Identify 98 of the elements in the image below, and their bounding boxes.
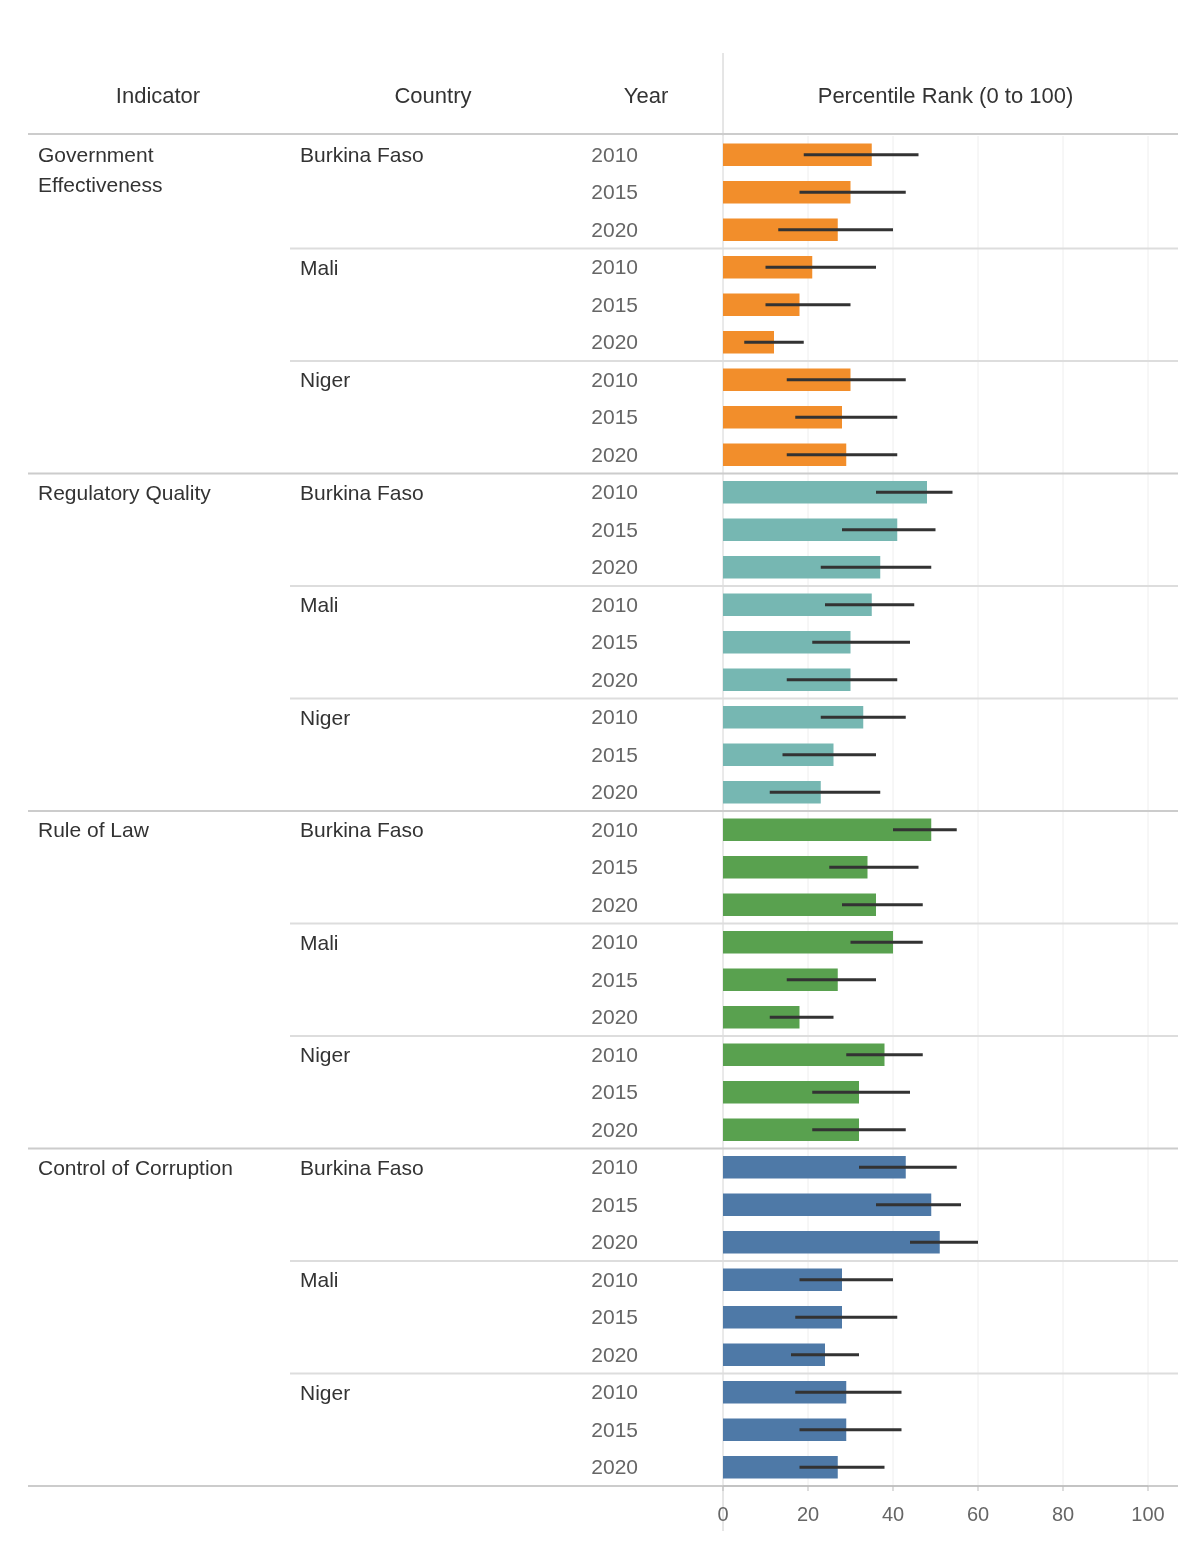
bar — [723, 293, 800, 316]
bar — [723, 593, 872, 616]
bar — [723, 1156, 906, 1179]
bar — [723, 218, 838, 241]
bar — [723, 1081, 859, 1104]
text: Mali — [300, 593, 339, 616]
text: Control of Corruption — [38, 1155, 233, 1179]
text: Mali — [300, 255, 339, 279]
bar — [723, 668, 851, 691]
bar — [723, 781, 821, 804]
bar — [723, 556, 881, 579]
y-tick-label: 2015 — [591, 1192, 638, 1216]
bar — [723, 1456, 838, 1479]
bar — [723, 1343, 825, 1366]
y-tick-label: 2015 — [591, 1417, 638, 1441]
y-tick-label: 2015 — [591, 405, 638, 429]
y-tick-label: 2020 — [591, 780, 638, 804]
text: Country — [394, 83, 472, 108]
y-tick-label: 2015 — [591, 630, 638, 654]
y-tick-label: 2020 — [591, 442, 638, 466]
text: Regulatory Quality — [38, 480, 212, 504]
bar — [723, 443, 847, 466]
text: Niger — [300, 1380, 351, 1404]
y-tick-label: 2015 — [591, 1305, 638, 1329]
text: Indicator — [115, 83, 201, 108]
x-tick-label: 40 — [881, 1503, 905, 1525]
bar — [723, 1118, 859, 1141]
y-tick-label: 2020 — [591, 667, 638, 691]
y-tick-label: 2020 — [591, 1455, 638, 1479]
y-tick-label: 2020 — [591, 892, 638, 916]
bar — [723, 1418, 847, 1441]
bar — [723, 743, 834, 766]
text: Burkina Faso — [300, 143, 424, 166]
y-tick-label: 2010 — [591, 480, 638, 504]
text: Niger — [300, 705, 351, 729]
y-tick-label: 2010 — [591, 142, 638, 166]
bar — [723, 143, 872, 166]
y-tick-label: 2015 — [591, 517, 638, 541]
y-tick-label: 2015 — [591, 742, 638, 766]
x-axis-title: Percentile Rank (0 to 100) — [817, 83, 1074, 108]
bar — [723, 1193, 932, 1216]
bar — [723, 406, 842, 429]
y-tick-label: 2015 — [591, 855, 638, 879]
bar — [723, 706, 864, 729]
bar — [723, 481, 927, 504]
y-tick-label: 2020 — [591, 555, 638, 579]
y-tick-label: 2020 — [591, 1005, 638, 1029]
y-tick-label: 2010 — [591, 1267, 638, 1291]
y-tick-label: 2020 — [591, 1230, 638, 1254]
y-tick-label: 2015 — [591, 292, 638, 316]
y-tick-label: 2010 — [591, 1042, 638, 1066]
bar — [723, 818, 932, 841]
bar — [723, 1306, 842, 1329]
y-tick-label: 2010 — [591, 1380, 638, 1404]
text: Government Effectiveness — [38, 143, 163, 196]
x-tick-label: 80 — [1051, 1503, 1075, 1525]
text: Niger — [300, 1043, 351, 1066]
y-tick-label: 2010 — [591, 1155, 638, 1179]
y-tick-label: 2015 — [591, 180, 638, 204]
x-tick-label: 100 — [1131, 1503, 1165, 1525]
bar — [723, 1268, 842, 1291]
x-tick-label: 60 — [966, 1503, 990, 1525]
y-tick-label: 2020 — [591, 1117, 638, 1141]
text: Burkina Faso — [300, 818, 424, 841]
bar — [723, 1231, 940, 1254]
bar — [723, 631, 851, 654]
bar — [723, 856, 868, 879]
bar — [723, 893, 876, 916]
x-tick-label: 20 — [796, 1503, 820, 1525]
y-tick-label: 2020 — [591, 217, 638, 241]
text: Mali — [300, 1268, 339, 1291]
y-tick-label: 2015 — [591, 1080, 638, 1104]
text: Burkina Faso — [300, 480, 424, 504]
bar — [723, 368, 851, 391]
bar — [723, 968, 838, 991]
bar — [723, 331, 774, 354]
text: Rule of Law — [38, 818, 150, 841]
y-tick-label: 2010 — [591, 592, 638, 616]
text: Niger — [300, 368, 351, 391]
y-tick-label: 2010 — [591, 817, 638, 841]
bar — [723, 518, 898, 541]
text: Burkina Faso — [300, 1155, 424, 1179]
y-tick-label: 2015 — [591, 967, 638, 991]
x-tick-label: 0 — [717, 1503, 729, 1525]
bar — [723, 1043, 885, 1066]
y-tick-label: 2020 — [591, 1342, 638, 1366]
text: Year — [623, 83, 669, 108]
y-tick-label: 2010 — [591, 367, 638, 391]
y-tick-label: 2010 — [591, 705, 638, 729]
bar — [723, 1381, 847, 1404]
text: Mali — [300, 930, 339, 954]
y-tick-label: 2020 — [591, 330, 638, 354]
bar — [723, 256, 813, 279]
bar — [723, 181, 851, 204]
y-tick-label: 2010 — [591, 255, 638, 279]
bar — [723, 1006, 800, 1029]
y-tick-label: 2010 — [591, 930, 638, 954]
bar — [723, 931, 893, 954]
